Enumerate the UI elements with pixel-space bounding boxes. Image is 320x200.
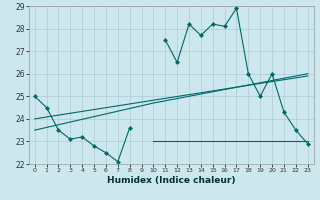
X-axis label: Humidex (Indice chaleur): Humidex (Indice chaleur) [107, 176, 236, 185]
